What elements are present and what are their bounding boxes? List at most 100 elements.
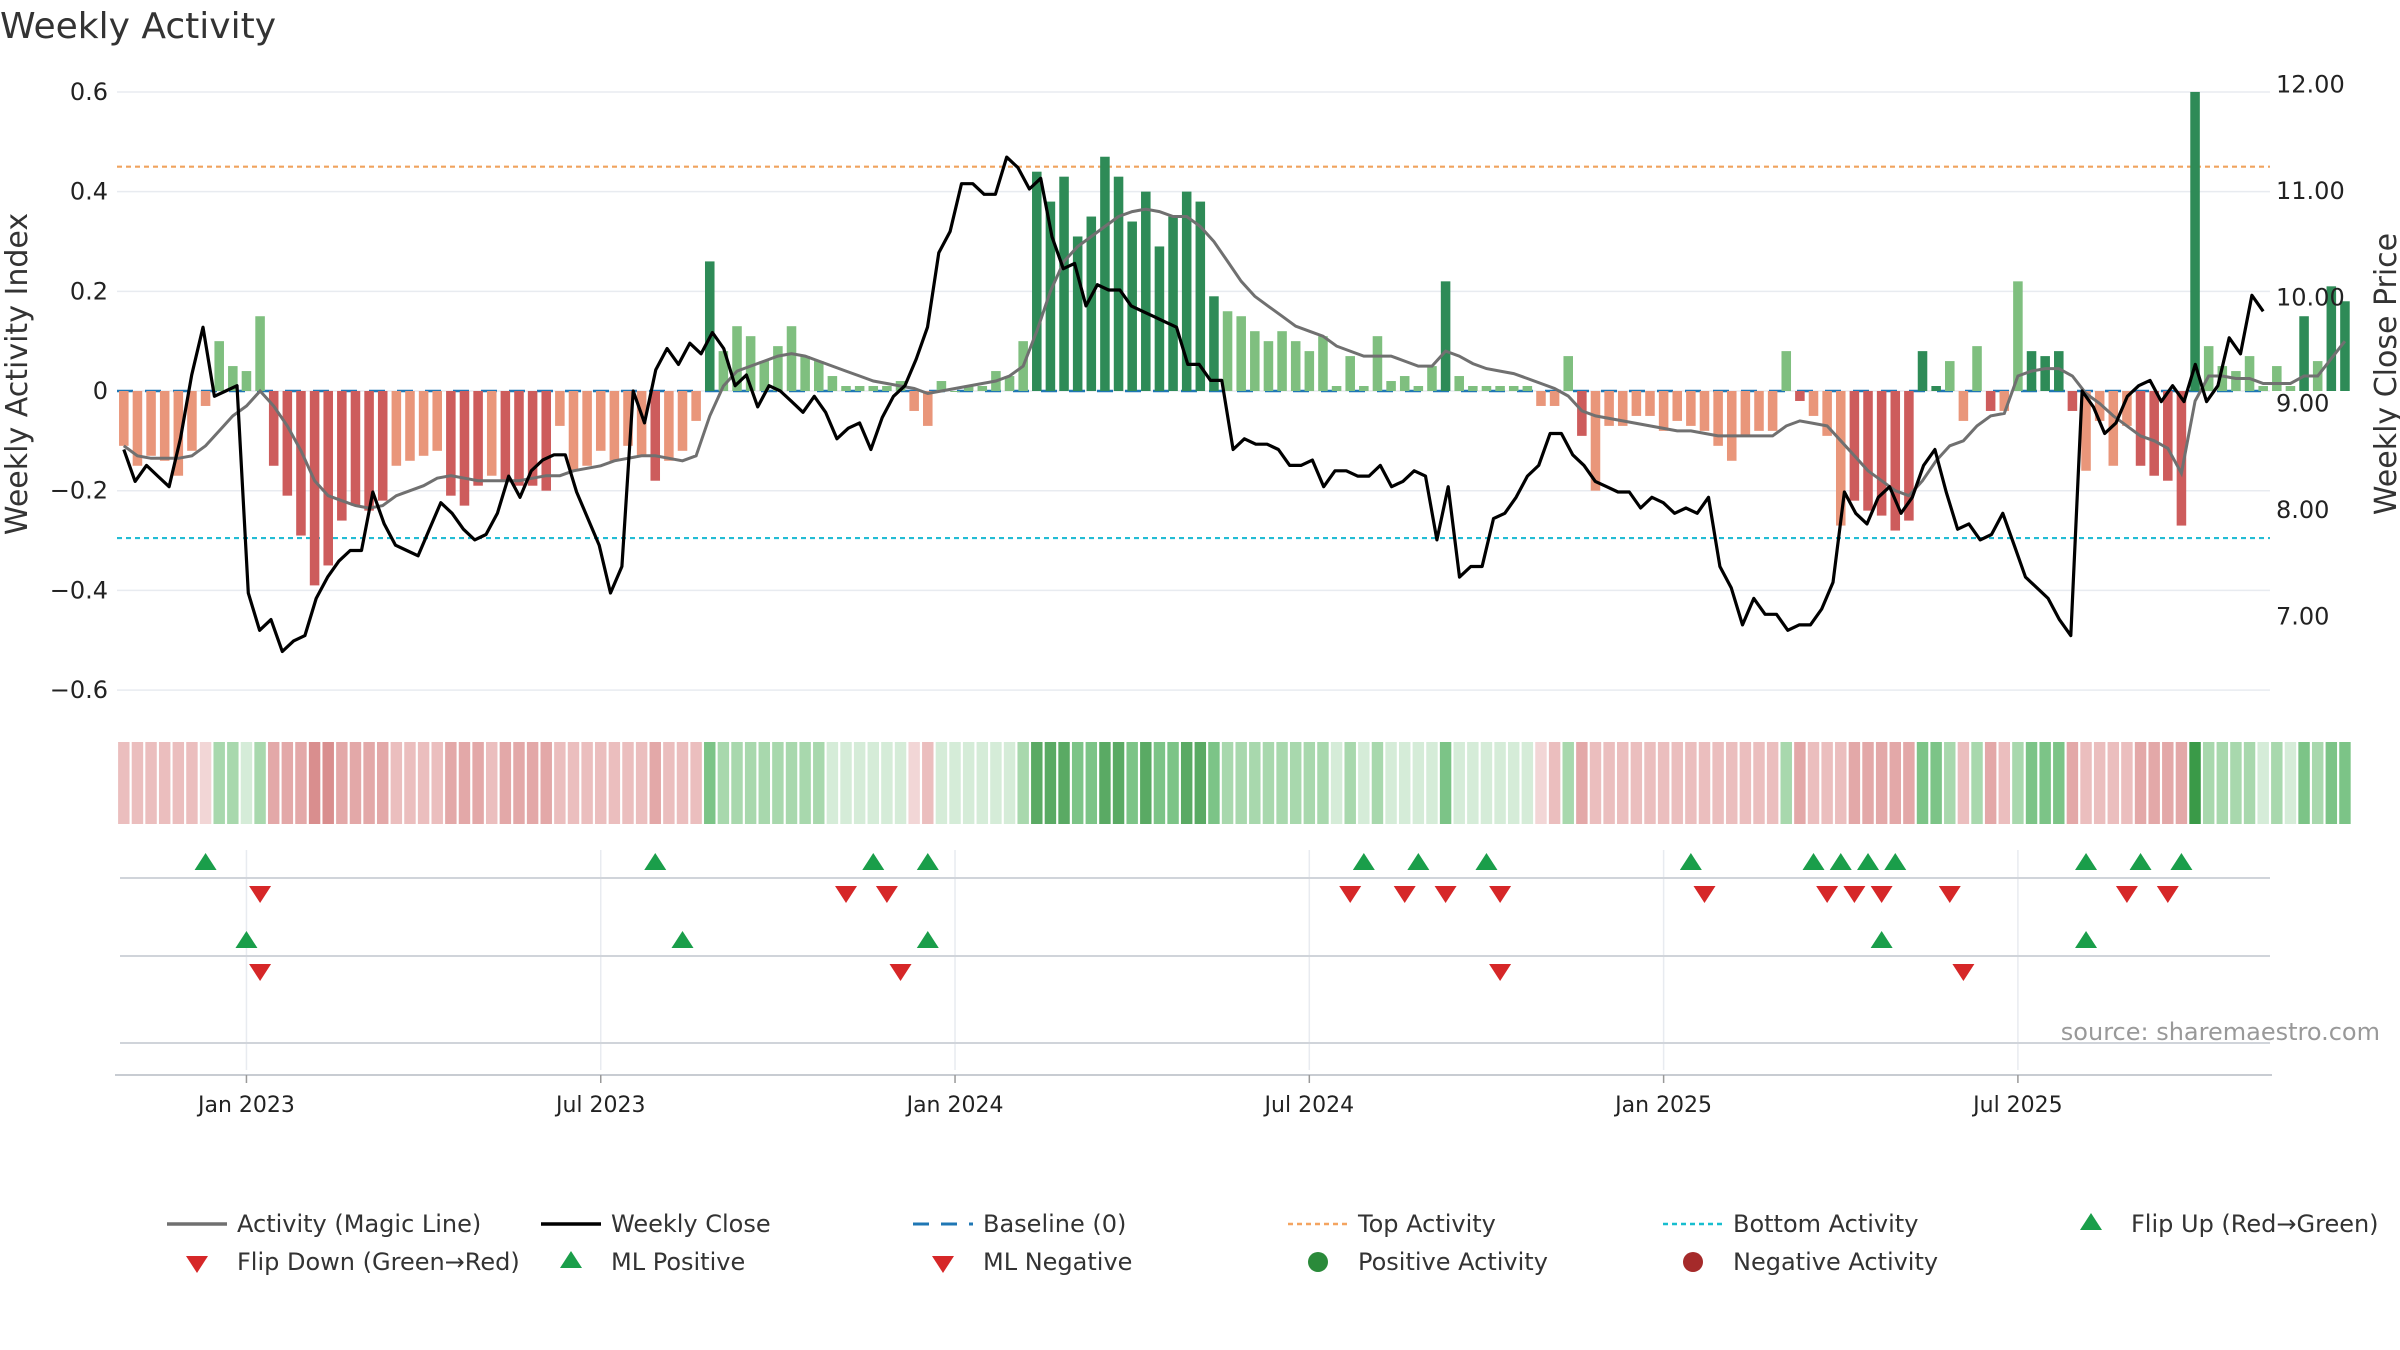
heat-cell xyxy=(1317,742,1329,824)
flip-up-marker xyxy=(1802,853,1825,870)
heat-cell xyxy=(349,742,362,824)
activity-bar xyxy=(759,361,770,391)
heat-cell xyxy=(172,742,185,824)
y-tick-label: −0.6 xyxy=(50,676,108,704)
heat-cell xyxy=(1330,742,1343,824)
legend-item: Top Activity xyxy=(1288,1210,1496,1238)
flip-down-marker xyxy=(249,886,272,903)
flip-up-marker xyxy=(1829,853,1852,870)
flip-down-marker xyxy=(1434,886,1457,903)
activity-bar xyxy=(2203,346,2214,391)
activity-bar xyxy=(1386,381,1396,391)
heat-cell xyxy=(1562,742,1574,824)
activity-bar xyxy=(650,391,661,481)
y-tick-label: −0.4 xyxy=(50,576,108,604)
flip-down-marker xyxy=(2156,886,2179,903)
heat-cell xyxy=(472,742,484,824)
heat-cell xyxy=(2080,742,2092,824)
heat-cell xyxy=(935,742,948,824)
y-tick-label: 0.4 xyxy=(70,178,108,206)
activity-bar xyxy=(2054,351,2064,391)
heat-cell xyxy=(1521,742,1534,824)
heat-cell xyxy=(1099,742,1111,824)
activity-bar xyxy=(1985,391,1996,411)
heat-cell xyxy=(2325,742,2338,824)
legend-item: ML Positive xyxy=(560,1248,745,1276)
activity-bar xyxy=(1549,391,1560,406)
heat-cell xyxy=(1971,742,1983,824)
heat-cell xyxy=(949,742,961,824)
heat-cell xyxy=(322,742,334,824)
activity-bar xyxy=(228,366,238,391)
activity-bar xyxy=(1059,176,1069,391)
legend-label: Weekly Close xyxy=(611,1210,771,1238)
legend-item: Negative Activity xyxy=(1683,1248,1938,1276)
heat-cell xyxy=(1467,742,1479,824)
legend-label: Negative Activity xyxy=(1733,1248,1938,1276)
activity-bar xyxy=(337,391,347,521)
flip-up-marker xyxy=(644,853,667,870)
heat-cell xyxy=(1003,742,1016,824)
magic-line xyxy=(122,207,2347,510)
activity-bar xyxy=(827,376,838,391)
heat-cell xyxy=(1821,742,1833,824)
flip-up-marker xyxy=(2129,853,2152,870)
legend-swatch xyxy=(186,1256,208,1273)
heat-cell xyxy=(1439,742,1452,824)
heat-cell xyxy=(499,742,512,824)
heat-cell xyxy=(1835,742,1847,824)
activity-bar xyxy=(1890,391,1901,531)
heat-cell xyxy=(336,742,348,824)
activity-bar xyxy=(173,391,184,476)
activity-bar xyxy=(2135,391,2146,466)
activity-bar xyxy=(568,391,579,471)
heat-cell xyxy=(213,742,225,824)
heat-cell xyxy=(431,742,443,824)
heat-cell xyxy=(2230,742,2242,824)
heat-cell xyxy=(772,742,784,824)
activity-bar xyxy=(1658,391,1669,431)
activity-bar xyxy=(1345,356,1355,391)
activity-bar xyxy=(2190,91,2200,391)
activity-bar xyxy=(473,391,483,486)
activity-bar xyxy=(1236,316,1246,391)
heat-cell xyxy=(1262,742,1275,824)
legend-swatch xyxy=(1308,1252,1328,1272)
activity-bar xyxy=(1849,391,1860,501)
activity-bar xyxy=(1508,386,1519,391)
activity-bar xyxy=(500,391,511,481)
heat-cell xyxy=(1685,742,1697,824)
activity-bar xyxy=(459,391,470,506)
activity-bar xyxy=(1209,296,1219,391)
flip-down-marker xyxy=(1938,886,1961,903)
heat-cell xyxy=(990,742,1002,824)
heat-cell xyxy=(2284,742,2297,824)
heat-cell xyxy=(649,742,661,824)
flip-up-marker xyxy=(862,853,885,870)
legend: Activity (Magic Line) Weekly Close Baselin… xyxy=(167,1210,2379,1276)
heat-cell xyxy=(1358,742,1370,824)
activity-bar xyxy=(214,341,224,391)
heat-cell xyxy=(1617,742,1629,824)
heat-cell xyxy=(2271,742,2283,824)
activity-bar xyxy=(2067,391,2078,411)
heat-cell xyxy=(2053,742,2065,824)
activity-bar xyxy=(119,391,129,446)
heat-cell xyxy=(1044,742,1057,824)
activity-bar xyxy=(1808,391,1819,416)
activity-bar xyxy=(868,386,879,391)
activity-bar xyxy=(704,261,715,391)
legend-label: Baseline (0) xyxy=(983,1210,1126,1238)
activity-bar xyxy=(2081,391,2091,471)
activity-bar xyxy=(718,351,729,391)
activity-bar xyxy=(623,391,633,446)
heat-cell xyxy=(2298,742,2310,824)
activity-bar xyxy=(2231,371,2241,391)
ml-positive-marker xyxy=(235,931,258,948)
activity-bar xyxy=(1372,336,1383,391)
heat-cell xyxy=(1698,742,1711,824)
heat-cell xyxy=(308,742,321,824)
heat-cell xyxy=(1017,742,1029,824)
activity-bar xyxy=(936,381,947,391)
activity-bar xyxy=(732,326,742,391)
